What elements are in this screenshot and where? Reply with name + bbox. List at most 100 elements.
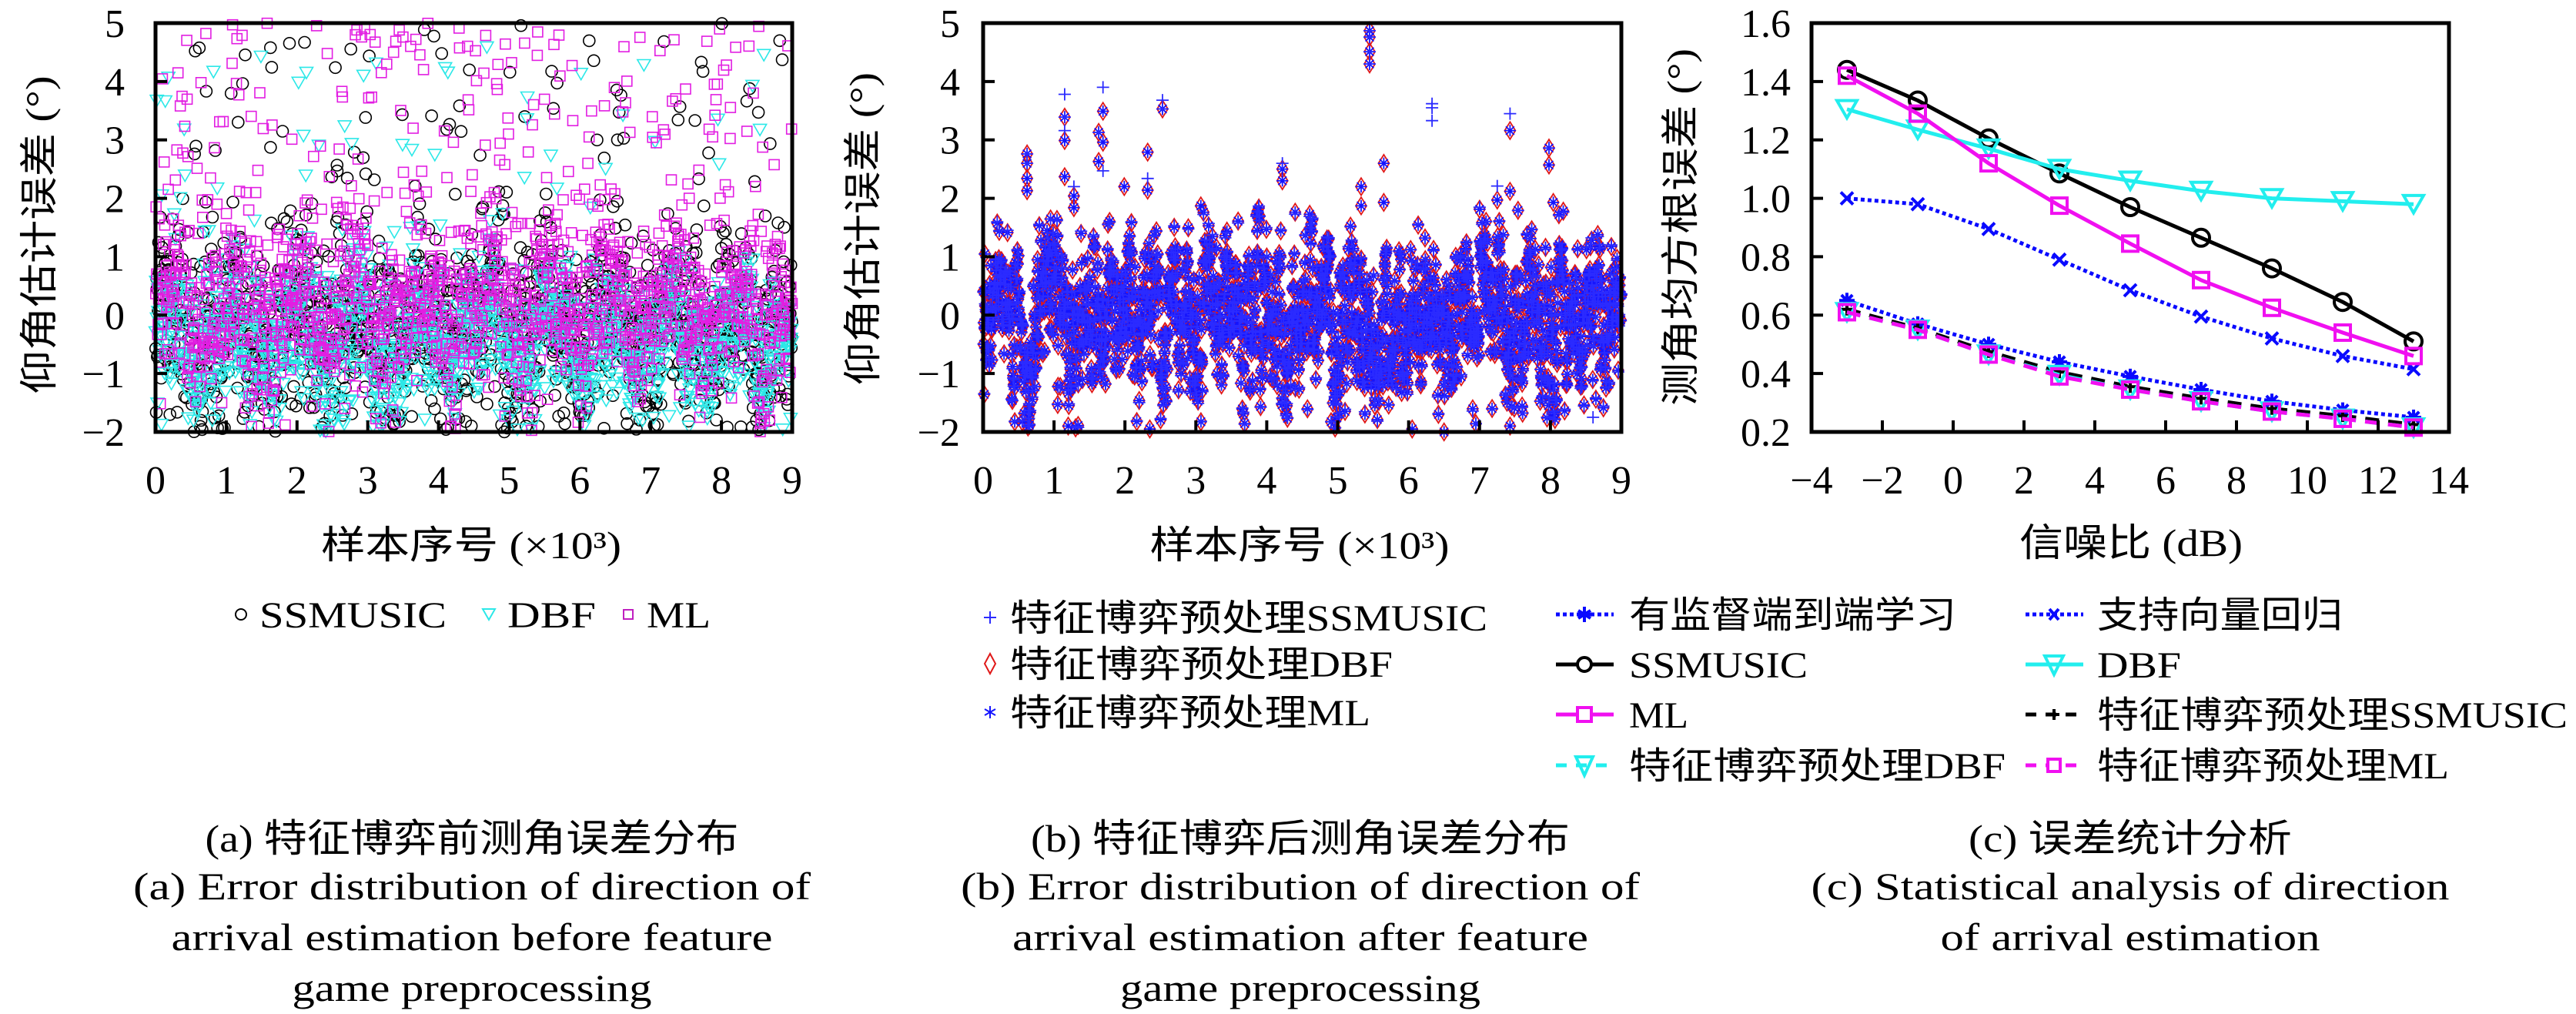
scatter-point-ssmusic	[298, 35, 311, 49]
y-tick-label: 0	[105, 294, 125, 338]
scatter-point-dbf	[437, 62, 453, 75]
scatter-point-ml	[743, 40, 755, 52]
scatter-point-ssmusic	[373, 252, 386, 265]
scatter-point-ml	[336, 91, 349, 103]
scatter-point-ssmusic	[667, 368, 681, 381]
scatter-point-dbf	[417, 413, 433, 427]
scatter-point-ssmusic	[277, 212, 291, 226]
scatter-point-ssmusic	[454, 125, 468, 138]
scatter-point-dbf	[172, 192, 188, 206]
scatter-point-ssmusic	[548, 389, 562, 402]
scatter-point-ssmusic	[547, 102, 560, 115]
scatter-point-ssmusic	[514, 241, 527, 254]
scatter-point-ssmusic	[617, 132, 631, 145]
scatter-point-ssmusic	[582, 34, 596, 48]
scatter-point-ml	[724, 102, 737, 113]
scatter-point-ml	[191, 162, 203, 174]
scatter-point-ssmusic	[344, 42, 358, 56]
scatter-point-ml	[540, 172, 553, 183]
scatter-point-ml	[416, 166, 428, 177]
scatter-point-ml	[668, 34, 680, 46]
scatter-point-ssmusic	[411, 210, 424, 224]
scatter-point-ml	[181, 35, 192, 46]
legend-label-dbf: DBF	[507, 595, 596, 636]
scatter-point-ssmusic	[163, 408, 176, 421]
scatter-point-ssmusic	[428, 402, 441, 416]
scatter-point-ml	[467, 169, 478, 181]
scatter-point-ml	[220, 207, 233, 219]
scatter-point-dbf	[597, 162, 614, 176]
scatter-point-ml	[213, 115, 226, 128]
y-tick-label: 4	[105, 61, 125, 105]
scatter-point-ml	[414, 49, 426, 61]
scatter-point-dbf	[206, 65, 222, 79]
scatter-point-ml	[174, 100, 186, 112]
scatter-point-dbf	[344, 138, 360, 152]
scatter-point-dbf	[520, 91, 535, 105]
scatter-point-ssmusic	[188, 147, 201, 161]
scatter-point-ssmusic	[359, 167, 373, 181]
scatter-point-ssmusic	[514, 18, 528, 32]
scatter-point-ssmusic	[763, 137, 777, 150]
scatter-point-dbf	[711, 158, 727, 172]
legend-label-ml: ML	[647, 595, 711, 636]
scatter-point-ssmusic	[299, 208, 313, 222]
scatter-point-ssmusic	[340, 172, 354, 185]
scatter-point-ml	[710, 94, 722, 105]
scatter-point-ml	[211, 198, 223, 210]
scatter-point-ssmusic	[657, 35, 671, 49]
scatter-point-ssmusic	[303, 401, 316, 414]
scatter-point-ssmusic	[496, 199, 510, 213]
scatter-point-ml	[621, 75, 633, 87]
scatter-point-ssmusic	[199, 196, 212, 209]
scatter-point-ssmusic	[360, 205, 374, 219]
y-tick-label: 3	[105, 119, 125, 163]
legend-square-icon	[623, 609, 634, 620]
scatter-point-ssmusic	[702, 146, 715, 159]
scatter-point-ml	[390, 35, 402, 47]
scatter-point-ssmusic	[688, 114, 702, 127]
scatter-point-dbf	[582, 201, 598, 216]
scatter-point-dbf	[311, 139, 326, 153]
scatter-point-ml	[554, 70, 566, 82]
scatter-point-ml	[249, 186, 262, 199]
scatter-point-ml	[217, 115, 229, 128]
scatter-point-ssmusic	[611, 194, 624, 208]
scatter-point-ssmusic	[206, 210, 219, 224]
scatter-point-ml	[703, 123, 715, 136]
scatter-point-ml	[500, 38, 511, 50]
scatter-point-ml	[158, 156, 170, 168]
scatter-point-ml	[557, 194, 569, 206]
scatter-point-ssmusic	[488, 380, 501, 393]
scatter-point-ssmusic	[630, 423, 643, 436]
scatter-point-ml	[366, 91, 378, 103]
scatter-point-ml	[519, 37, 530, 49]
x-tick-label: 7	[641, 459, 661, 503]
caption-a-line-4: game preprocessing	[293, 966, 652, 1009]
scatter-point-ssmusic	[688, 236, 702, 249]
scatter-point-dbf	[479, 41, 495, 55]
scatter-point-ssmusic	[283, 36, 296, 50]
scatter-point-ml	[538, 93, 550, 105]
scatter-point-ml	[254, 87, 266, 99]
scatter-point-ssmusic	[775, 53, 789, 66]
scatter-point-ssmusic	[714, 219, 728, 233]
legend-label-ssmusic: SSMUSIC	[259, 595, 447, 636]
scatter-point-dbf	[427, 149, 443, 162]
scatter-point-ssmusic	[503, 65, 517, 79]
scatter-point-ml	[594, 179, 607, 191]
scatter-point-ml	[478, 67, 490, 79]
scatter-point-ml	[701, 35, 713, 47]
scatter-point-ssmusic	[597, 151, 611, 165]
scatter-point-dbf	[356, 69, 372, 83]
scatter-point-ssmusic	[413, 197, 427, 211]
scatter-point-ml	[205, 172, 216, 184]
scatter-point-ssmusic	[192, 41, 206, 55]
scatter-point-ml	[719, 179, 731, 191]
y-tick-label: 5	[105, 2, 125, 46]
scatter-point-ssmusic	[231, 115, 245, 129]
scatter-point-ml	[336, 85, 348, 97]
scatter-point-ml	[368, 195, 380, 207]
